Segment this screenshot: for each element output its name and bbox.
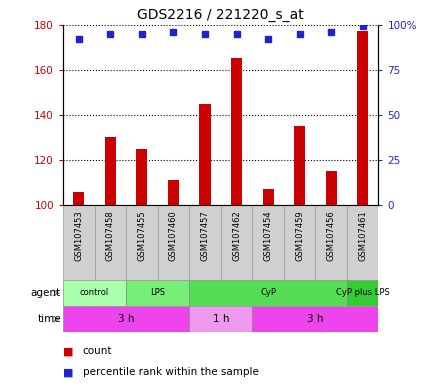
- FancyBboxPatch shape: [252, 306, 378, 332]
- Text: time: time: [37, 314, 61, 324]
- Bar: [262, 189, 273, 205]
- Text: GSM107457: GSM107457: [200, 210, 209, 261]
- FancyBboxPatch shape: [63, 205, 95, 280]
- FancyBboxPatch shape: [157, 205, 189, 280]
- Text: 3 h: 3 h: [306, 314, 323, 324]
- Text: GSM107458: GSM107458: [105, 210, 115, 261]
- Text: GSM107461: GSM107461: [357, 210, 366, 261]
- FancyBboxPatch shape: [283, 205, 315, 280]
- FancyBboxPatch shape: [252, 205, 283, 280]
- Text: ■: ■: [63, 367, 73, 377]
- Text: GSM107455: GSM107455: [137, 210, 146, 261]
- FancyBboxPatch shape: [189, 280, 346, 306]
- Text: GSM107462: GSM107462: [231, 210, 240, 261]
- Text: count: count: [82, 346, 112, 356]
- Text: GSM107453: GSM107453: [74, 210, 83, 261]
- FancyBboxPatch shape: [126, 205, 157, 280]
- Bar: [199, 104, 210, 205]
- FancyBboxPatch shape: [63, 306, 189, 332]
- FancyBboxPatch shape: [63, 280, 126, 306]
- Bar: [73, 192, 84, 205]
- Text: agent: agent: [31, 288, 61, 298]
- FancyBboxPatch shape: [189, 306, 252, 332]
- Text: ■: ■: [63, 346, 73, 356]
- Bar: [230, 58, 241, 205]
- Text: control: control: [80, 288, 109, 298]
- Text: CyP plus LPS: CyP plus LPS: [335, 288, 389, 298]
- Text: 3 h: 3 h: [118, 314, 134, 324]
- Text: 1 h: 1 h: [212, 314, 228, 324]
- FancyBboxPatch shape: [346, 280, 378, 306]
- FancyBboxPatch shape: [126, 280, 189, 306]
- Bar: [293, 126, 304, 205]
- Bar: [136, 149, 147, 205]
- Text: GSM107454: GSM107454: [263, 210, 272, 261]
- Title: GDS2216 / 221220_s_at: GDS2216 / 221220_s_at: [137, 8, 303, 22]
- FancyBboxPatch shape: [220, 205, 252, 280]
- FancyBboxPatch shape: [189, 205, 220, 280]
- Bar: [168, 180, 178, 205]
- Text: GSM107460: GSM107460: [168, 210, 178, 261]
- Text: percentile rank within the sample: percentile rank within the sample: [82, 367, 258, 377]
- Text: GSM107459: GSM107459: [294, 210, 303, 261]
- Bar: [105, 137, 115, 205]
- FancyBboxPatch shape: [346, 205, 378, 280]
- Bar: [356, 31, 367, 205]
- FancyBboxPatch shape: [315, 205, 346, 280]
- FancyBboxPatch shape: [95, 205, 126, 280]
- Text: CyP: CyP: [260, 288, 276, 298]
- Text: LPS: LPS: [150, 288, 165, 298]
- Text: GSM107456: GSM107456: [326, 210, 335, 261]
- Bar: [325, 171, 336, 205]
